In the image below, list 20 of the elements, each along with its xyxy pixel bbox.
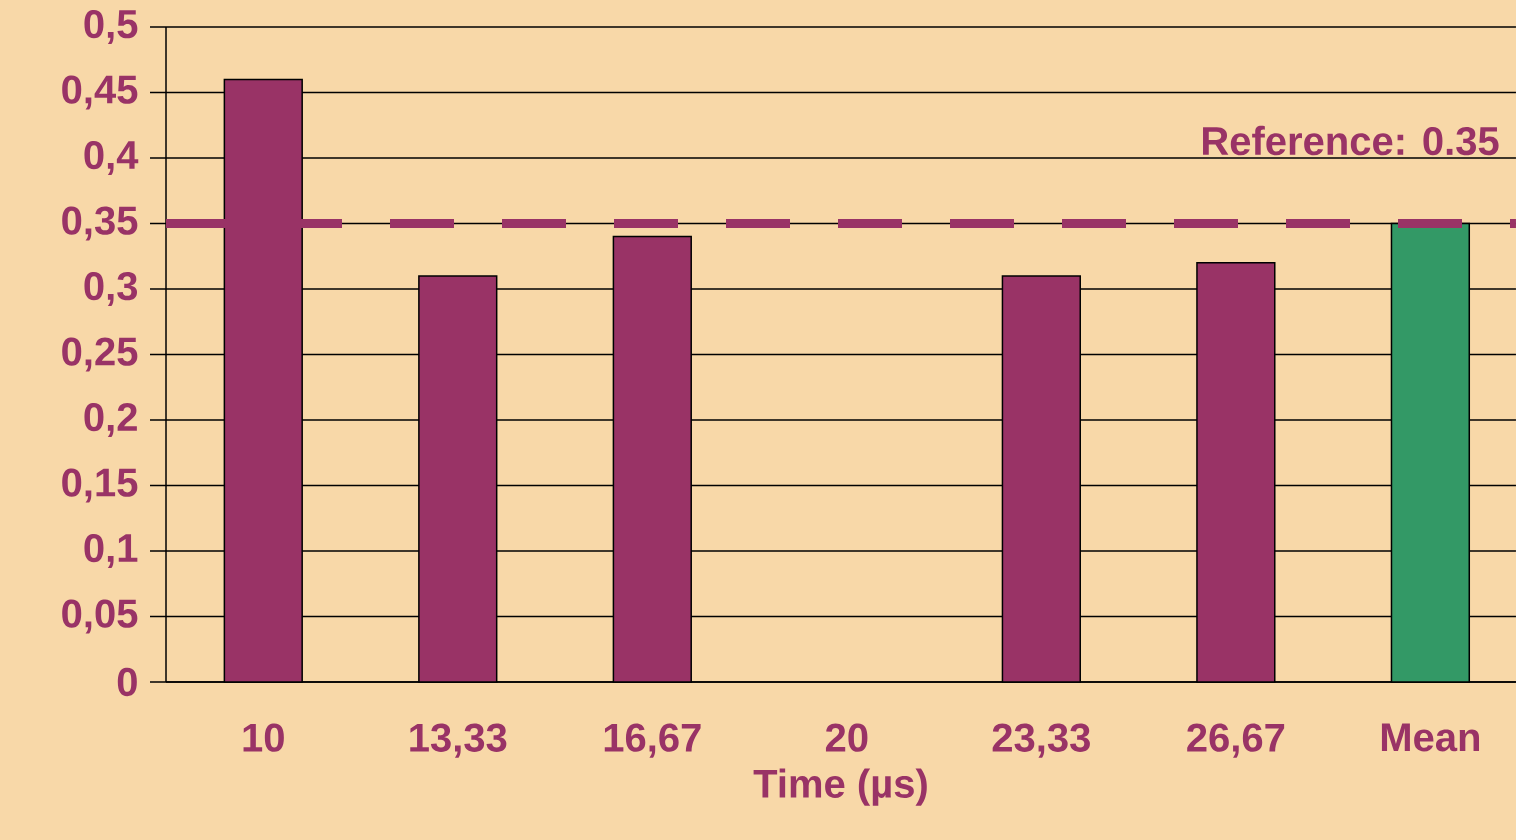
x-axis-title: Time (µs) xyxy=(753,768,927,806)
y-tick-label: 0,3 xyxy=(84,271,138,307)
x-tick-label: 16,67 xyxy=(604,723,701,758)
y-tick-label: 0,4 xyxy=(84,140,139,176)
y-tick-label: 0,35 xyxy=(62,206,138,241)
y-tick-label: 0 xyxy=(117,667,137,697)
x-tick-label: 10 xyxy=(243,723,284,752)
x-tick-label: 20 xyxy=(825,723,868,752)
y-tick-label: 0,15 xyxy=(62,468,138,503)
ref-line-label: Reference: 0.35 xyxy=(1203,125,1499,156)
x-tick-label: 26,67 xyxy=(1187,723,1285,758)
y-tick-label: 0,05 xyxy=(62,599,138,634)
y-tick-label: 0,45 xyxy=(62,75,138,110)
y-tick-label: 0,5 xyxy=(84,9,138,45)
y-tick-label: 0,25 xyxy=(62,337,138,372)
x-tick-label: 13,33 xyxy=(410,723,507,758)
y-tick-label: 0,1 xyxy=(84,533,138,569)
x-tick-label: Mean xyxy=(1381,723,1480,752)
x-tick-label: 23,33 xyxy=(992,723,1090,758)
y-tick-label: 0,2 xyxy=(84,402,137,438)
